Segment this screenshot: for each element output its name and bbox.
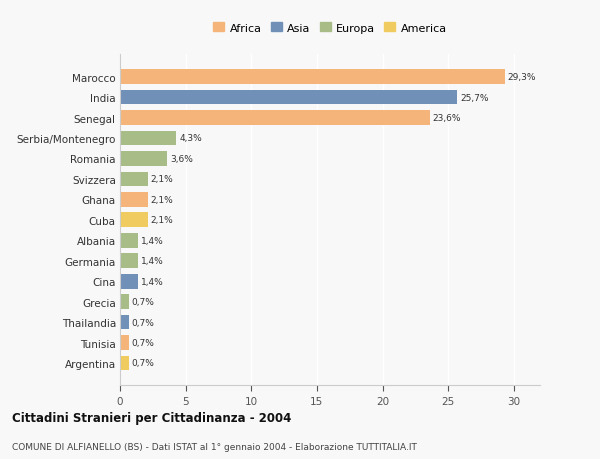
Text: 3,6%: 3,6% xyxy=(170,155,193,163)
Bar xyxy=(120,356,129,370)
Text: 25,7%: 25,7% xyxy=(460,93,488,102)
Bar xyxy=(120,254,139,269)
Text: 2,1%: 2,1% xyxy=(150,216,173,225)
Text: 1,4%: 1,4% xyxy=(141,257,164,266)
Text: COMUNE DI ALFIANELLO (BS) - Dati ISTAT al 1° gennaio 2004 - Elaborazione TUTTITA: COMUNE DI ALFIANELLO (BS) - Dati ISTAT a… xyxy=(12,442,417,451)
Text: 0,7%: 0,7% xyxy=(132,297,155,307)
Text: 0,7%: 0,7% xyxy=(132,358,155,368)
Text: 0,7%: 0,7% xyxy=(132,318,155,327)
Text: 0,7%: 0,7% xyxy=(132,338,155,347)
Bar xyxy=(120,70,505,85)
Bar xyxy=(120,152,167,167)
Text: Cittadini Stranieri per Cittadinanza - 2004: Cittadini Stranieri per Cittadinanza - 2… xyxy=(12,412,292,425)
Text: 1,4%: 1,4% xyxy=(141,236,164,245)
Bar xyxy=(120,233,139,248)
Bar xyxy=(120,274,139,289)
Bar xyxy=(120,111,430,126)
Bar xyxy=(120,193,148,207)
Text: 1,4%: 1,4% xyxy=(141,277,164,286)
Bar xyxy=(120,172,148,187)
Bar xyxy=(120,295,129,309)
Bar xyxy=(120,90,457,105)
Bar xyxy=(120,315,129,330)
Text: 29,3%: 29,3% xyxy=(507,73,536,82)
Text: 4,3%: 4,3% xyxy=(179,134,202,143)
Bar xyxy=(120,131,176,146)
Bar xyxy=(120,336,129,350)
Text: 2,1%: 2,1% xyxy=(150,196,173,204)
Legend: Africa, Asia, Europa, America: Africa, Asia, Europa, America xyxy=(211,21,449,36)
Bar xyxy=(120,213,148,228)
Text: 23,6%: 23,6% xyxy=(433,114,461,123)
Text: 2,1%: 2,1% xyxy=(150,175,173,184)
